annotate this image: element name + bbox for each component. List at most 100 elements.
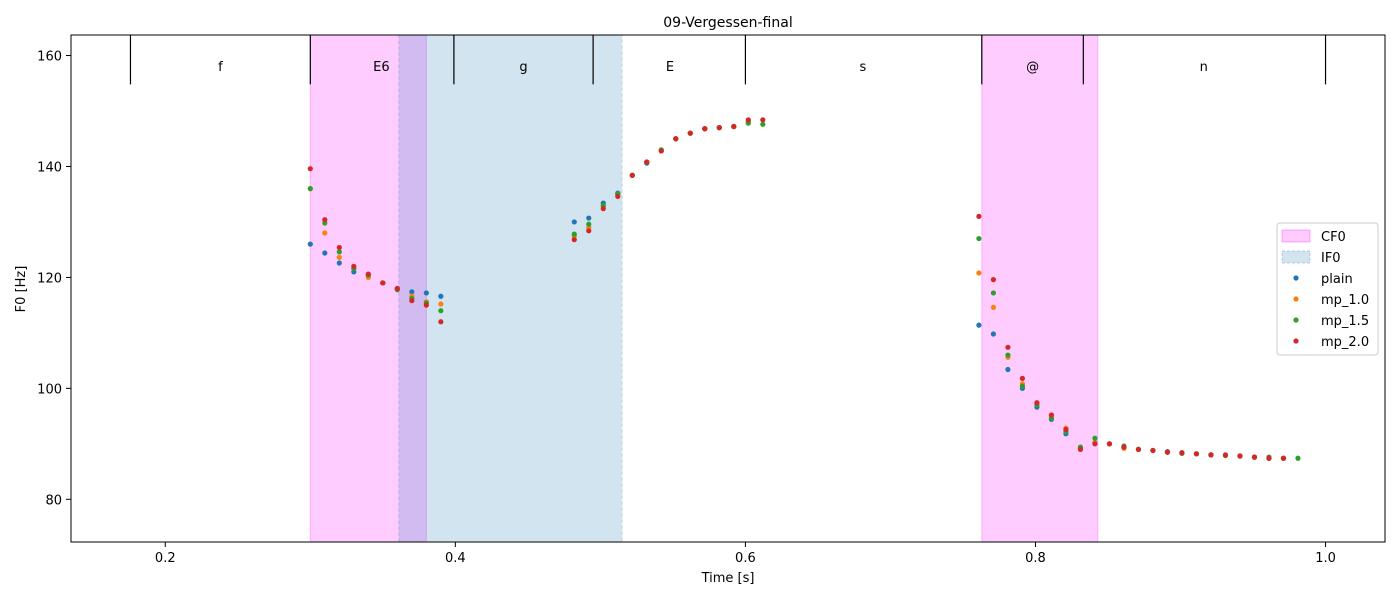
point-plain	[423, 290, 429, 296]
point-plain	[322, 250, 328, 256]
point-mp_2.0	[1019, 375, 1026, 381]
point-mp_1.5	[1019, 383, 1026, 389]
point-mp_2.0	[1063, 426, 1069, 432]
x-tick-label: 0.6	[735, 551, 756, 566]
point-mp_2.0	[745, 117, 751, 123]
point-plain	[571, 219, 577, 225]
point-mp_1.5	[760, 121, 766, 127]
point-mp_1.5	[336, 249, 342, 255]
point-mp_2.0	[629, 172, 635, 178]
point-mp_2.0	[644, 159, 650, 165]
point-mp_2.0	[1048, 412, 1055, 418]
point-mp_1.0	[336, 254, 342, 261]
point-mp_2.0	[1179, 450, 1185, 456]
y-tick-label: 80	[45, 493, 62, 508]
point-mp_2.0	[1266, 455, 1272, 461]
point-mp_2.0	[1005, 344, 1011, 350]
legend-label: mp_1.0	[1321, 293, 1369, 308]
point-mp_2.0	[1034, 400, 1040, 406]
point-mp_2.0	[1208, 452, 1214, 458]
point-plain	[990, 331, 997, 337]
point-mp_2.0	[615, 193, 621, 200]
point-mp_2.0	[1193, 451, 1200, 457]
shaded-regions	[309, 34, 1099, 543]
point-mp_1.5	[571, 231, 577, 237]
point-plain	[307, 241, 313, 247]
segment-label: @	[1026, 60, 1039, 75]
point-mp_1.5	[1295, 455, 1301, 461]
legend-marker-mp_2.0	[1293, 338, 1299, 344]
point-plain	[438, 293, 444, 299]
segment-label: E	[666, 60, 674, 75]
point-mp_2.0	[1251, 454, 1258, 460]
point-mp_2.0	[1222, 452, 1229, 458]
legend-label: CF0	[1321, 230, 1346, 245]
region-cf0	[309, 34, 427, 543]
legend-swatch-cf0	[1281, 229, 1311, 243]
legend-label: mp_2.0	[1321, 335, 1369, 350]
point-mp_2.0	[571, 237, 577, 243]
x-axis-label: Time [s]	[701, 571, 755, 586]
point-mp_2.0	[702, 126, 708, 132]
point-mp_1.5	[1092, 435, 1098, 441]
point-mp_1.5	[990, 290, 997, 296]
legend-marker-plain	[1293, 275, 1299, 281]
data-points	[307, 117, 1301, 461]
segment-label: g	[519, 60, 527, 75]
point-mp_2.0	[990, 277, 997, 283]
legend-label: mp_1.5	[1321, 314, 1369, 329]
segment-label: s	[859, 60, 866, 75]
x-tick-label: 0.2	[155, 551, 176, 566]
legend: CF0 IF0 plain mp_1.0 mp_1.5 mp_2.0	[1276, 222, 1379, 356]
point-mp_2.0	[673, 136, 679, 142]
point-mp_1.0	[976, 270, 982, 276]
point-mp_2.0	[760, 117, 766, 123]
point-mp_2.0	[307, 166, 313, 172]
point-mp_2.0	[365, 271, 371, 277]
segment-label: n	[1200, 60, 1208, 75]
x-tick-label: 1.0	[1315, 551, 1336, 566]
point-mp_1.0	[990, 304, 997, 310]
point-plain	[409, 289, 415, 295]
point-mp_2.0	[322, 217, 328, 223]
point-mp_1.5	[586, 221, 592, 227]
point-mp_2.0	[687, 130, 693, 136]
legend-box	[1276, 222, 1379, 356]
point-mp_2.0	[1164, 449, 1171, 455]
point-mp_2.0	[380, 280, 386, 286]
legend-label: IF0	[1321, 251, 1341, 266]
segment-label: E6	[373, 60, 390, 75]
x-tick-label: 0.8	[1025, 551, 1046, 566]
point-mp_2.0	[586, 228, 592, 234]
x-tick-label: 0.4	[445, 551, 466, 566]
y-tick-label: 120	[37, 271, 62, 286]
point-mp_2.0	[600, 206, 606, 212]
legend-label: plain	[1321, 272, 1353, 287]
point-mp_2.0	[438, 319, 444, 325]
point-mp_2.0	[1121, 444, 1127, 450]
point-mp_2.0	[976, 213, 982, 219]
y-tick-label: 100	[37, 382, 62, 397]
chart-title: 09-Vergessen-final	[663, 15, 792, 31]
point-mp_2.0	[1150, 447, 1156, 454]
point-plain	[1005, 366, 1011, 373]
segment-label: f	[218, 60, 223, 75]
point-mp_2.0	[409, 298, 415, 304]
legend-swatch-if0	[1281, 250, 1311, 264]
y-tick-label: 160	[37, 50, 62, 65]
plot-frame	[70, 34, 1386, 543]
point-mp_2.0	[394, 285, 400, 292]
axes: 0.2 0.4 0.6 0.8 1.0 80 100 120 140 160	[37, 50, 1336, 566]
point-mp_2.0	[716, 125, 722, 131]
point-mp_1.0	[438, 301, 444, 307]
point-mp_2.0	[1135, 446, 1142, 452]
point-mp_2.0	[1280, 455, 1287, 461]
point-mp_1.0	[322, 230, 328, 236]
point-mp_2.0	[1106, 441, 1113, 447]
point-mp_1.5	[976, 235, 982, 242]
point-mp_2.0	[351, 263, 357, 269]
point-mp_2.0	[423, 302, 429, 308]
point-mp_2.0	[658, 148, 664, 154]
